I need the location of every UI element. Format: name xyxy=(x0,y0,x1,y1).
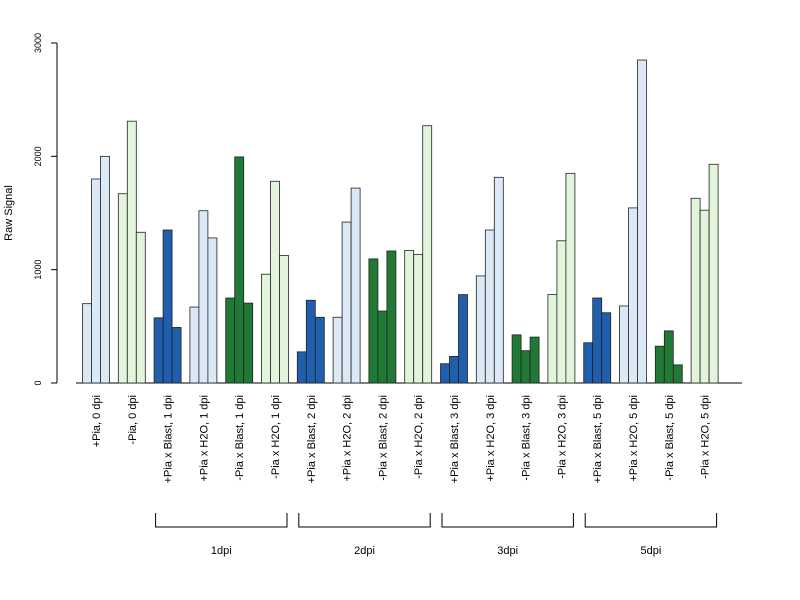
bar xyxy=(171,327,182,384)
bar xyxy=(350,187,361,384)
x-tick-label: +Pia x H2O, 3 dpi xyxy=(485,395,497,482)
bar xyxy=(225,297,236,384)
x-tick-label: +Pia x Blast, 5 dpi xyxy=(592,395,604,483)
bar xyxy=(314,316,325,384)
bar xyxy=(699,209,710,384)
bar xyxy=(117,193,128,384)
x-tick-label: -Pia, 0 dpi xyxy=(127,395,139,445)
bar xyxy=(270,180,280,384)
x-tick-label: -Pia x H2O, 1 dpi xyxy=(270,395,282,479)
bar xyxy=(601,312,612,384)
bar xyxy=(243,302,254,384)
group-bracket xyxy=(441,513,574,528)
bar xyxy=(153,317,164,384)
x-tick-label: +Pia x H2O, 1 dpi xyxy=(198,395,210,482)
y-tick-label: 1000 xyxy=(33,260,43,280)
bar xyxy=(341,221,352,384)
x-tick-label: +Pia x Blast, 3 dpi xyxy=(449,395,461,483)
bar xyxy=(135,231,146,384)
y-tick-label: 0 xyxy=(33,380,43,385)
bar xyxy=(547,294,558,384)
x-tick-label: +Pia x Blast, 1 dpi xyxy=(163,395,175,483)
bar xyxy=(672,364,683,384)
bar xyxy=(413,253,424,384)
x-tick-label: -Pia x H2O, 2 dpi xyxy=(413,395,425,479)
bar xyxy=(198,210,209,384)
bar xyxy=(690,197,701,384)
bar xyxy=(708,163,719,384)
bar xyxy=(332,316,343,384)
y-axis-label: Raw Signal xyxy=(3,185,15,241)
bar xyxy=(565,172,576,384)
bar xyxy=(592,297,603,384)
bar xyxy=(261,273,271,384)
bar xyxy=(583,342,594,384)
group-bracket xyxy=(298,513,431,528)
bar xyxy=(619,305,629,384)
bar xyxy=(368,258,379,384)
bar xyxy=(458,294,468,384)
bar xyxy=(556,240,567,384)
bar xyxy=(422,125,433,384)
bar xyxy=(279,255,289,384)
x-tick-label: -Pia x Blast, 3 dpi xyxy=(521,395,533,481)
bar xyxy=(654,345,665,384)
bar xyxy=(377,310,388,384)
bar xyxy=(91,178,101,384)
bar xyxy=(529,336,540,384)
group-label: 1dpi xyxy=(211,545,232,557)
x-tick-label: -Pia x H2O, 3 dpi xyxy=(556,395,568,479)
bar xyxy=(82,303,92,384)
bar xyxy=(475,275,486,384)
bar xyxy=(663,330,674,384)
y-tick-label: 3000 xyxy=(33,33,43,53)
bar xyxy=(520,350,531,384)
x-tick-label: +Pia, 0 dpi xyxy=(91,395,103,447)
bar xyxy=(404,249,415,384)
bar xyxy=(449,355,459,384)
x-tick-label: -Pia x Blast, 2 dpi xyxy=(377,395,389,481)
bar xyxy=(207,237,218,384)
x-tick-label: +Pia x H2O, 5 dpi xyxy=(628,395,640,482)
group-bracket xyxy=(584,513,718,528)
bar xyxy=(511,334,522,384)
x-tick-label: -Pia x Blast, 5 dpi xyxy=(664,395,676,481)
bar xyxy=(628,207,638,384)
group-label: 3dpi xyxy=(497,545,518,557)
bar xyxy=(305,299,316,384)
bar xyxy=(189,306,200,384)
x-tick-label: -Pia x Blast, 1 dpi xyxy=(234,395,246,481)
bar xyxy=(162,229,173,384)
bar xyxy=(484,229,495,384)
bar xyxy=(234,156,245,384)
bar xyxy=(637,59,647,384)
x-tick-label: +Pia x Blast, 2 dpi xyxy=(306,395,318,483)
y-tick-label: 2000 xyxy=(33,146,43,166)
group-label: 2dpi xyxy=(354,545,375,557)
bar xyxy=(386,250,397,384)
bar xyxy=(100,155,110,384)
bar xyxy=(493,176,504,384)
x-tick-label: +Pia x H2O, 2 dpi xyxy=(342,395,354,482)
group-bracket xyxy=(155,513,288,528)
bar xyxy=(296,351,307,384)
bar xyxy=(126,120,137,384)
x-tick-label: -Pia x H2O, 5 dpi xyxy=(700,395,712,479)
bar xyxy=(440,363,450,384)
group-label: 5dpi xyxy=(641,545,662,557)
